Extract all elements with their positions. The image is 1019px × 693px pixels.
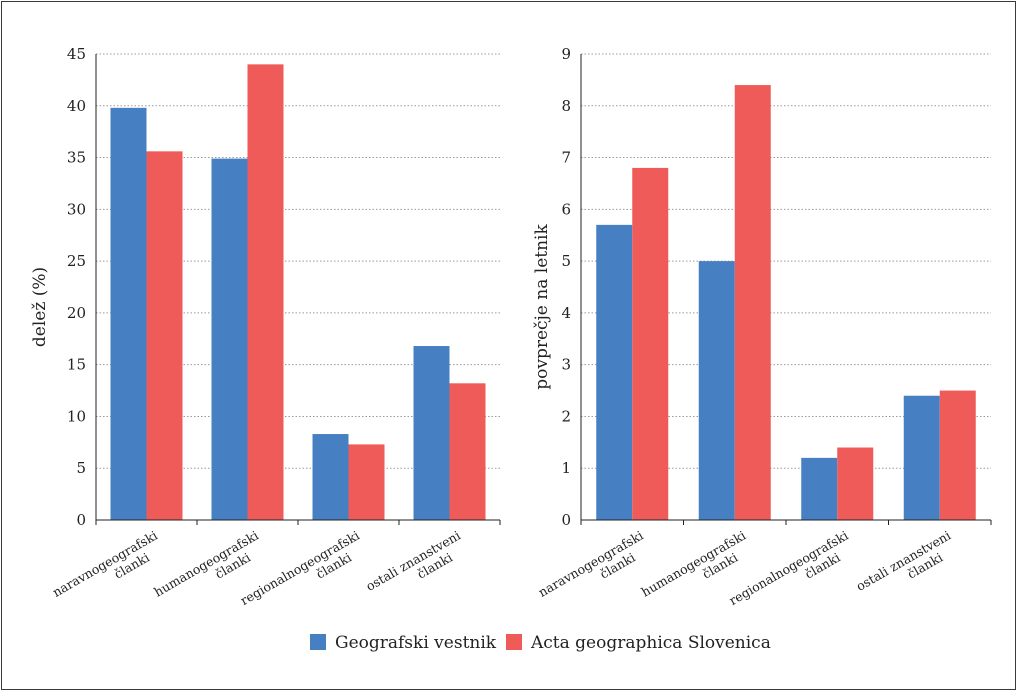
bar-acta-geographica-slovenica-3 xyxy=(837,447,874,520)
y-tick-label: 25 xyxy=(67,252,86,270)
y-tick-label: 45 xyxy=(67,45,86,63)
y-tick-label: 3 xyxy=(561,356,571,374)
bar-acta-geographica-slovenica-4 xyxy=(939,390,976,520)
bar-geografski-vestnik-3 xyxy=(801,457,838,520)
y-tick-label: 7 xyxy=(561,149,571,167)
bar-acta-geographica-slovenica-2 xyxy=(734,85,771,521)
y-tick-label: 0 xyxy=(561,511,571,529)
y-tick-label: 1 xyxy=(561,459,571,477)
y-tick-label: 15 xyxy=(67,356,86,374)
bar-geografski-vestnik-1 xyxy=(110,107,147,521)
legend-swatch-acta-geographica-slovenica xyxy=(506,634,522,650)
x-category-label: ostali znanstveničlanki xyxy=(363,528,470,607)
chart-panel-1: 0 5 10 15 20 25 30 35 40 45 naravnogeografskičlank… xyxy=(30,45,501,613)
bar-geografski-vestnik-4 xyxy=(413,346,450,520)
y-tick-label: 6 xyxy=(561,200,571,218)
y-tick-label: 30 xyxy=(67,200,86,218)
y-tick-label: 5 xyxy=(561,252,571,270)
bar-acta-geographica-slovenica-1 xyxy=(146,151,183,520)
bar-acta-geographica-slovenica-4 xyxy=(449,383,486,520)
legend: Geografski vestnik Acta geographica Slov… xyxy=(310,633,771,653)
y-tick-label: 8 xyxy=(561,97,571,115)
y-axis-label: povprečje na letnik xyxy=(532,224,552,390)
bar-geografski-vestnik-2 xyxy=(698,261,735,520)
y-tick-label: 40 xyxy=(67,97,86,115)
bar-geografski-vestnik-1 xyxy=(596,224,633,520)
legend-label-geografski-vestnik: Geografski vestnik xyxy=(335,633,497,653)
y-tick-label: 20 xyxy=(67,304,86,322)
bar-acta-geographica-slovenica-3 xyxy=(348,444,385,520)
y-axis-label: delež (%) xyxy=(30,267,50,347)
bar-acta-geographica-slovenica-2 xyxy=(247,64,284,520)
y-tick-label: 2 xyxy=(561,407,571,425)
bar-geografski-vestnik-2 xyxy=(211,158,248,520)
bar-geografski-vestnik-4 xyxy=(903,395,940,520)
bar-geografski-vestnik-3 xyxy=(312,434,349,520)
x-category-label: naravnogeografskičlanki xyxy=(50,528,168,613)
y-tick-label: 35 xyxy=(67,149,86,167)
y-tick-label: 10 xyxy=(67,407,86,425)
legend-swatch-geografski-vestnik xyxy=(310,634,326,650)
x-category-label: naravnogeografskičlanki xyxy=(536,528,654,613)
legend-label-acta-geographica-slovenica: Acta geographica Slovenica xyxy=(530,633,771,653)
y-tick-label: 0 xyxy=(76,511,86,529)
y-tick-label: 5 xyxy=(76,459,86,477)
y-tick-label: 9 xyxy=(561,45,571,63)
bar-acta-geographica-slovenica-1 xyxy=(632,167,669,520)
y-tick-label: 4 xyxy=(561,304,571,322)
x-category-label: ostali znanstveničlanki xyxy=(854,528,961,607)
